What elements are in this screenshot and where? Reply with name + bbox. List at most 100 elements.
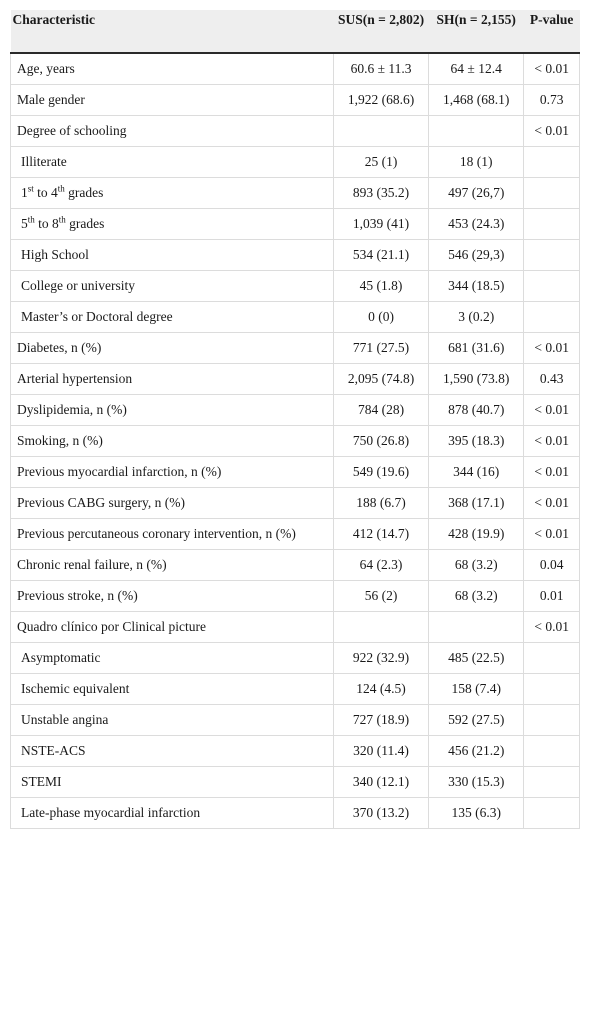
cell-sus: 124 (4.5) — [333, 673, 430, 705]
cell-pvalue: < 0.01 — [523, 518, 580, 550]
row-label: Illiterate — [10, 146, 334, 178]
cell-sus: 784 (28) — [333, 394, 430, 426]
cell-pvalue — [523, 673, 580, 705]
cell-sh: 68 (3.2) — [428, 580, 525, 612]
header-sus: SUS(n = 2,802) — [333, 10, 429, 54]
cell-sh: 330 (15.3) — [428, 766, 525, 798]
cell-sh: 878 (40.7) — [428, 394, 525, 426]
table-row: Previous myocardial infarction, n (%) 54… — [10, 456, 580, 488]
cell-pvalue — [523, 766, 580, 798]
row-label: Quadro clínico por Clinical picture — [10, 611, 334, 643]
row-label: Asymptomatic — [10, 642, 334, 674]
label-part: 5 — [21, 216, 28, 231]
cell-sus: 45 (1.8) — [333, 270, 430, 302]
row-label: Age, years — [10, 53, 334, 85]
cell-sh: 1,468 (68.1) — [428, 84, 525, 116]
row-label: Ischemic equivalent — [10, 673, 334, 705]
cell-sus — [333, 115, 430, 147]
cell-sh: 453 (24.3) — [428, 208, 525, 240]
cell-pvalue — [523, 239, 580, 271]
row-label: Arterial hypertension — [10, 363, 334, 395]
table-row: Smoking, n (%) 750 (26.8) 395 (18.3) < 0… — [10, 425, 580, 457]
cell-sh — [428, 115, 525, 147]
cell-sh: 158 (7.4) — [428, 673, 525, 705]
cell-pvalue: 0.43 — [523, 363, 580, 395]
cell-pvalue: < 0.01 — [523, 115, 580, 147]
cell-sus: 370 (13.2) — [333, 797, 430, 829]
cell-pvalue: < 0.01 — [523, 487, 580, 519]
cell-sus: 56 (2) — [333, 580, 430, 612]
cell-sh — [428, 611, 525, 643]
cell-sh: 68 (3.2) — [428, 549, 525, 581]
cell-pvalue: 0.73 — [523, 84, 580, 116]
cell-sh: 3 (0.2) — [428, 301, 525, 333]
cell-pvalue: < 0.01 — [523, 456, 580, 488]
table-row: Illiterate 25 (1) 18 (1) — [10, 146, 580, 178]
characteristics-table: Characteristic SUS(n = 2,802) SH(n = 2,1… — [10, 10, 580, 829]
row-label: 5th to 8th grades — [10, 208, 334, 240]
cell-sus: 320 (11.4) — [333, 735, 430, 767]
row-label: Late-phase myocardial infarction — [10, 797, 334, 829]
cell-sh: 395 (18.3) — [428, 425, 525, 457]
table-header-row: Characteristic SUS(n = 2,802) SH(n = 2,1… — [10, 10, 580, 54]
cell-sus: 64 (2.3) — [333, 549, 430, 581]
cell-sus: 25 (1) — [333, 146, 430, 178]
cell-sus: 893 (35.2) — [333, 177, 430, 209]
table-row: Degree of schooling < 0.01 — [10, 115, 580, 147]
table-row: Quadro clínico por Clinical picture < 0.… — [10, 611, 580, 643]
cell-sus: 727 (18.9) — [333, 704, 430, 736]
row-label: College or university — [10, 270, 334, 302]
row-label: Male gender — [10, 84, 334, 116]
row-label: Degree of schooling — [10, 115, 334, 147]
cell-pvalue: < 0.01 — [523, 53, 580, 85]
cell-sus: 1,922 (68.6) — [333, 84, 430, 116]
label-superscript: th — [27, 214, 35, 225]
row-label: Chronic renal failure, n (%) — [10, 549, 334, 581]
row-label: Unstable angina — [10, 704, 334, 736]
table-row: 5th to 8th grades 1,039 (41) 453 (24.3) — [10, 208, 580, 240]
cell-sus: 534 (21.1) — [333, 239, 430, 271]
table-row: 1st to 4th grades 893 (35.2) 497 (26,7) — [10, 177, 580, 209]
cell-sus: 188 (6.7) — [333, 487, 430, 519]
cell-pvalue — [523, 797, 580, 829]
row-label: 1st to 4th grades — [10, 177, 334, 209]
cell-pvalue — [523, 146, 580, 178]
table-row: Male gender 1,922 (68.6) 1,468 (68.1) 0.… — [10, 84, 580, 116]
cell-sus: 922 (32.9) — [333, 642, 430, 674]
table-row: Late-phase myocardial infarction 370 (13… — [10, 797, 580, 829]
cell-pvalue — [523, 208, 580, 240]
cell-pvalue — [523, 177, 580, 209]
cell-pvalue: 0.01 — [523, 580, 580, 612]
cell-sh: 368 (17.1) — [428, 487, 525, 519]
cell-sus: 2,095 (74.8) — [333, 363, 430, 395]
table-row: Ischemic equivalent 124 (4.5) 158 (7.4) — [10, 673, 580, 705]
table-row: Chronic renal failure, n (%) 64 (2.3) 68… — [10, 549, 580, 581]
table-row: Previous percutaneous coronary intervent… — [10, 518, 580, 550]
cell-sh: 18 (1) — [428, 146, 525, 178]
cell-sus: 0 (0) — [333, 301, 430, 333]
row-label: Smoking, n (%) — [10, 425, 334, 457]
cell-sus: 412 (14.7) — [333, 518, 430, 550]
label-superscript: st — [27, 183, 34, 194]
header-characteristic: Characteristic — [10, 10, 334, 54]
row-label: STEMI — [10, 766, 334, 798]
table-row: Age, years 60.6 ± 11.3 64 ± 12.4 < 0.01 — [10, 53, 580, 85]
row-label: Dyslipidemia, n (%) — [10, 394, 334, 426]
cell-pvalue — [523, 301, 580, 333]
cell-pvalue: < 0.01 — [523, 425, 580, 457]
label-part: grades — [65, 216, 105, 231]
cell-pvalue — [523, 704, 580, 736]
table-row: High School 534 (21.1) 546 (29,3) — [10, 239, 580, 271]
cell-sus: 1,039 (41) — [333, 208, 430, 240]
row-label: Previous CABG surgery, n (%) — [10, 487, 334, 519]
table-row: Dyslipidemia, n (%) 784 (28) 878 (40.7) … — [10, 394, 580, 426]
row-label: Master’s or Doctoral degree — [10, 301, 334, 333]
cell-pvalue: 0.04 — [523, 549, 580, 581]
label-superscript: th — [58, 214, 66, 225]
cell-pvalue: < 0.01 — [523, 611, 580, 643]
cell-sh: 428 (19.9) — [428, 518, 525, 550]
table-row: NSTE-ACS 320 (11.4) 456 (21.2) — [10, 735, 580, 767]
cell-sh: 681 (31.6) — [428, 332, 525, 364]
cell-sh: 485 (22.5) — [428, 642, 525, 674]
header-pvalue: P-value — [523, 10, 580, 54]
